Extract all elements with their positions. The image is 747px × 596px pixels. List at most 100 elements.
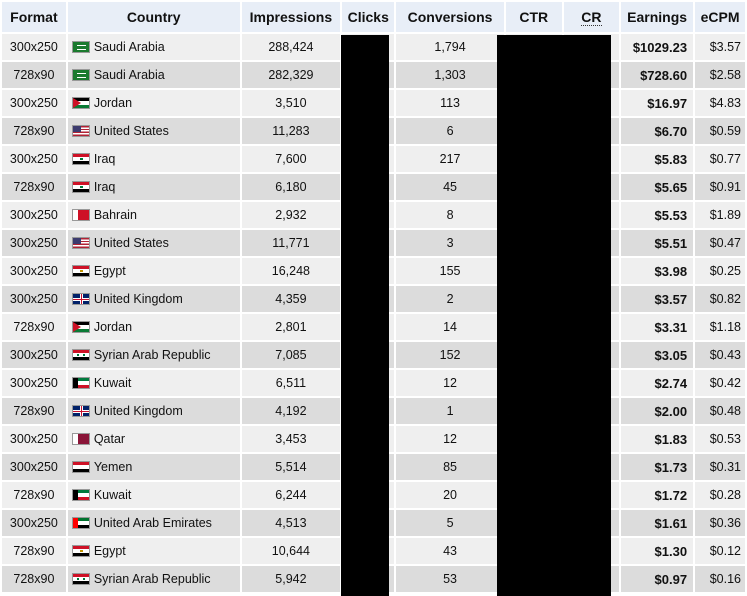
table-row: 728x90 Saudi Arabia 282,329 1,303 $728.60 $2.…: [2, 62, 745, 88]
country-name: Saudi Arabia: [93, 40, 165, 54]
country-cell: United Kingdom: [67, 286, 240, 312]
earnings-cell: $1.61: [621, 510, 694, 536]
header-format[interactable]: Format: [2, 2, 66, 32]
country-cell: Qatar: [67, 426, 240, 452]
header-cr-label[interactable]: CR: [581, 9, 602, 26]
format-cell: 728x90: [2, 174, 66, 200]
conversions-cell: 85: [396, 454, 504, 480]
conversions-cell: 43: [396, 538, 504, 564]
ecpm-cell: $0.42: [695, 370, 745, 396]
earnings-cell: $5.65: [621, 174, 694, 200]
header-impressions[interactable]: Impressions: [241, 2, 341, 32]
earnings-cell: $1.30: [621, 538, 694, 564]
impressions-cell: 11,771: [241, 230, 341, 256]
earnings-cell: $5.83: [621, 146, 694, 172]
united-kingdom-flag-icon: [71, 293, 90, 305]
ecpm-cell: $0.28: [695, 482, 745, 508]
ecpm-cell: $0.59: [695, 118, 745, 144]
country-name: United States: [93, 236, 169, 250]
country-name: Kuwait: [93, 488, 132, 502]
impressions-cell: 5,514: [241, 454, 341, 480]
header-conversions[interactable]: Conversions: [396, 2, 504, 32]
united-states-flag-icon: [71, 237, 90, 249]
ecpm-cell: $0.82: [695, 286, 745, 312]
ecpm-cell: $0.91: [695, 174, 745, 200]
ecpm-cell: $0.53: [695, 426, 745, 452]
country-cell: Saudi Arabia: [67, 62, 240, 88]
bahrain-flag-icon: [71, 209, 90, 221]
impressions-cell: 288,424: [241, 34, 341, 60]
egypt-flag-icon: [71, 265, 90, 277]
impressions-cell: 2,932: [241, 202, 341, 228]
impressions-cell: 6,511: [241, 370, 341, 396]
country-cell: Syrian Arab Republic: [67, 566, 240, 592]
country-name: United Kingdom: [93, 292, 183, 306]
ecpm-cell: $0.12: [695, 538, 745, 564]
header-earnings[interactable]: Earnings: [621, 2, 694, 32]
conversions-cell: 12: [396, 426, 504, 452]
country-cell: United States: [67, 118, 240, 144]
impressions-cell: 4,192: [241, 398, 341, 424]
format-cell: 300x250: [2, 202, 66, 228]
conversions-cell: 1,303: [396, 62, 504, 88]
conversions-cell: 45: [396, 174, 504, 200]
format-cell: 300x250: [2, 34, 66, 60]
header-clicks[interactable]: Clicks: [342, 2, 395, 32]
syria-flag-icon: [71, 349, 90, 361]
format-cell: 300x250: [2, 510, 66, 536]
header-row: Format Country Impressions Clicks Conver…: [2, 2, 745, 32]
qatar-flag-icon: [71, 433, 90, 445]
earnings-cell: $3.31: [621, 314, 694, 340]
format-cell: 300x250: [2, 426, 66, 452]
kuwait-flag-icon: [71, 489, 90, 501]
country-cell: Jordan: [67, 90, 240, 116]
header-country[interactable]: Country: [67, 2, 240, 32]
uae-flag-icon: [71, 517, 90, 529]
earnings-cell: $16.97: [621, 90, 694, 116]
ecpm-cell: $4.83: [695, 90, 745, 116]
ecpm-cell: $1.89: [695, 202, 745, 228]
conversions-cell: 8: [396, 202, 504, 228]
conversions-cell: 113: [396, 90, 504, 116]
impressions-cell: 3,510: [241, 90, 341, 116]
earnings-cell: $5.51: [621, 230, 694, 256]
earnings-cell: $1.83: [621, 426, 694, 452]
impressions-cell: 16,248: [241, 258, 341, 284]
impressions-cell: 282,329: [241, 62, 341, 88]
format-cell: 300x250: [2, 454, 66, 480]
united-states-flag-icon: [71, 125, 90, 137]
ecpm-cell: $0.43: [695, 342, 745, 368]
ecpm-cell: $1.18: [695, 314, 745, 340]
country-name: Qatar: [93, 432, 126, 446]
ecpm-cell: $3.57: [695, 34, 745, 60]
format-cell: 300x250: [2, 258, 66, 284]
conversions-cell: 155: [396, 258, 504, 284]
jordan-flag-icon: [71, 97, 90, 109]
impressions-cell: 7,600: [241, 146, 341, 172]
saudi-arabia-flag-icon: [71, 41, 90, 53]
country-cell: Iraq: [67, 174, 240, 200]
conversions-cell: 217: [396, 146, 504, 172]
conversions-cell: 53: [396, 566, 504, 592]
country-cell: Iraq: [67, 146, 240, 172]
earnings-cell: $728.60: [621, 62, 694, 88]
header-ctr[interactable]: CTR: [505, 2, 562, 32]
country-name: Egypt: [93, 264, 126, 278]
earnings-cell: $1.72: [621, 482, 694, 508]
country-name: Syrian Arab Republic: [93, 572, 211, 586]
country-name: Kuwait: [93, 376, 132, 390]
format-cell: 728x90: [2, 566, 66, 592]
country-cell: United Arab Emirates: [67, 510, 240, 536]
country-cell: Syrian Arab Republic: [67, 342, 240, 368]
format-cell: 300x250: [2, 146, 66, 172]
conversions-cell: 12: [396, 370, 504, 396]
conversions-cell: 20: [396, 482, 504, 508]
header-ecpm[interactable]: eCPM: [695, 2, 745, 32]
header-cr[interactable]: CR: [563, 2, 620, 32]
yemen-flag-icon: [71, 461, 90, 473]
country-cell: Yemen: [67, 454, 240, 480]
ecpm-cell: $0.31: [695, 454, 745, 480]
format-cell: 728x90: [2, 482, 66, 508]
earnings-cell: $6.70: [621, 118, 694, 144]
earnings-cell: $1029.23: [621, 34, 694, 60]
